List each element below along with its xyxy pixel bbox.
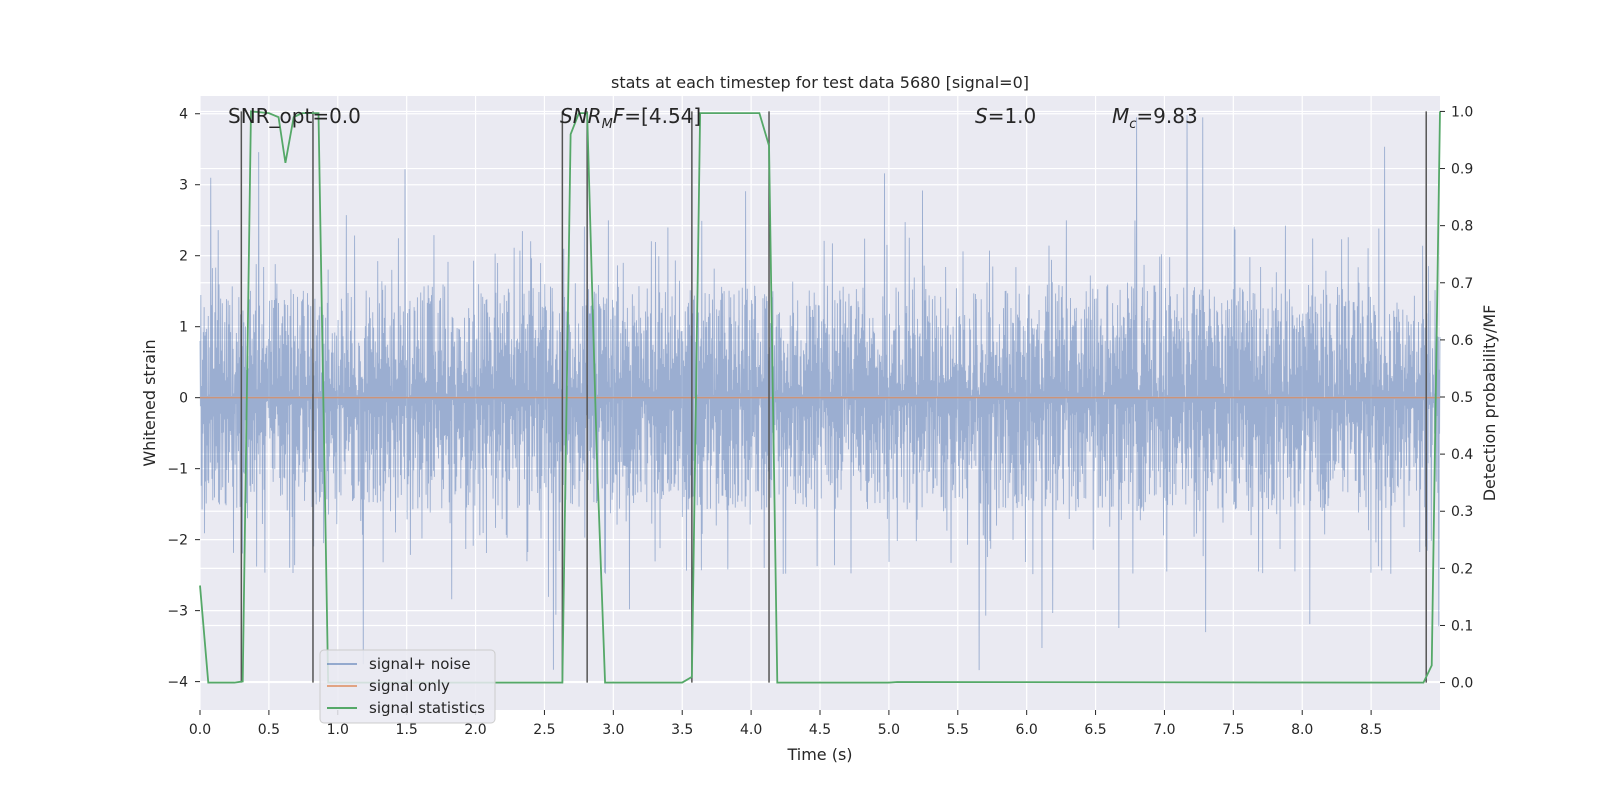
x-tick-label: 2.0: [464, 722, 486, 738]
legend-label-signal-statistics: signal statistics: [369, 699, 485, 717]
line-signal-noise: [199, 115, 1441, 671]
x-tick-label: 5.5: [947, 722, 969, 738]
y-tick-label: −2: [167, 533, 188, 549]
y2-tick-label: 0.5: [1451, 390, 1473, 406]
x-tick-label: 8.0: [1291, 722, 1313, 738]
y-tick-label: −4: [167, 675, 188, 691]
chart-title: stats at each timestep for test data 568…: [611, 73, 1029, 92]
y2-tick-label: 0.8: [1451, 219, 1473, 235]
x-tick-label: 5.0: [878, 722, 900, 738]
x-tick-label: 2.5: [533, 722, 555, 738]
y-tick-label: −1: [167, 462, 188, 478]
x-tick-label: 6.0: [1016, 722, 1038, 738]
y2-tick-label: 0.4: [1451, 447, 1473, 463]
y-tick-label: 3: [179, 178, 188, 194]
y2-tick-label: 1.0: [1451, 104, 1473, 120]
legend-box: [319, 649, 496, 724]
y-tick-label: 2: [179, 249, 188, 265]
annotation-snr-mf: SNRMF=[4.54]: [560, 104, 701, 132]
vertical-markers: [240, 111, 1427, 683]
x-tick-label: 3.5: [671, 722, 693, 738]
x-tick-label: 0.0: [189, 722, 211, 738]
y2-tick-label: 0.9: [1451, 162, 1473, 178]
y-tick-label: 0: [179, 391, 188, 407]
y2-axis-label: Detection probability/MF: [1480, 305, 1499, 502]
x-tick-label: 3.0: [602, 722, 624, 738]
x-tick-label: 8.5: [1360, 722, 1382, 738]
y-axis-ticks: 4 3 2 1 0 −1 −2 −3 −4: [167, 107, 200, 691]
x-axis-label: Time (s): [786, 745, 852, 764]
x-axis-ticks: 0.0 0.5 1.0 1.5 2.0 2.5 3.0 3.5 4.0 4.5 5.0 5.5 6.0 6…: [189, 710, 1382, 738]
annotation-s: S=1.0: [975, 104, 1036, 128]
y2-tick-label: 0.0: [1451, 676, 1473, 692]
line-signal-statistics: [199, 110, 1441, 684]
series-signal-statistics: [199, 110, 1441, 684]
x-tick-label: 1.5: [396, 722, 418, 738]
y-tick-label: 1: [179, 320, 188, 336]
y2-tick-label: 0.6: [1451, 333, 1473, 349]
annotation-snr-opt: SNR_opt=0.0: [228, 104, 361, 128]
x-tick-label: 4.5: [809, 722, 831, 738]
x-tick-label: 1.0: [327, 722, 349, 738]
annotation-mc: Mc=9.83: [1112, 104, 1198, 132]
legend-label-signal-only: signal only: [369, 677, 450, 695]
x-tick-label: 6.5: [1084, 722, 1106, 738]
y-axis-label: Whitened strain: [140, 339, 159, 466]
legend-label-signal-noise: signal+ noise: [369, 655, 471, 673]
y-tick-label: 4: [179, 107, 188, 123]
series-signal-noise: [199, 115, 1441, 671]
x-tick-label: 7.0: [1153, 722, 1175, 738]
y2-tick-label: 0.7: [1451, 276, 1473, 292]
y-tick-label: −3: [167, 604, 188, 620]
legend: signal+ noise signal only signal statist…: [319, 649, 496, 724]
x-tick-label: 0.5: [258, 722, 280, 738]
y2-tick-label: 0.2: [1451, 561, 1473, 577]
y2-axis-ticks: 1.0 0.9 0.8 0.7 0.6 0.5 0.4 0.3 0.2 0.1 0.0: [1440, 104, 1473, 692]
x-tick-label: 7.5: [1222, 722, 1244, 738]
x-tick-label: 4.0: [740, 722, 762, 738]
y2-tick-label: 0.1: [1451, 618, 1473, 634]
y2-tick-label: 0.3: [1451, 504, 1473, 520]
